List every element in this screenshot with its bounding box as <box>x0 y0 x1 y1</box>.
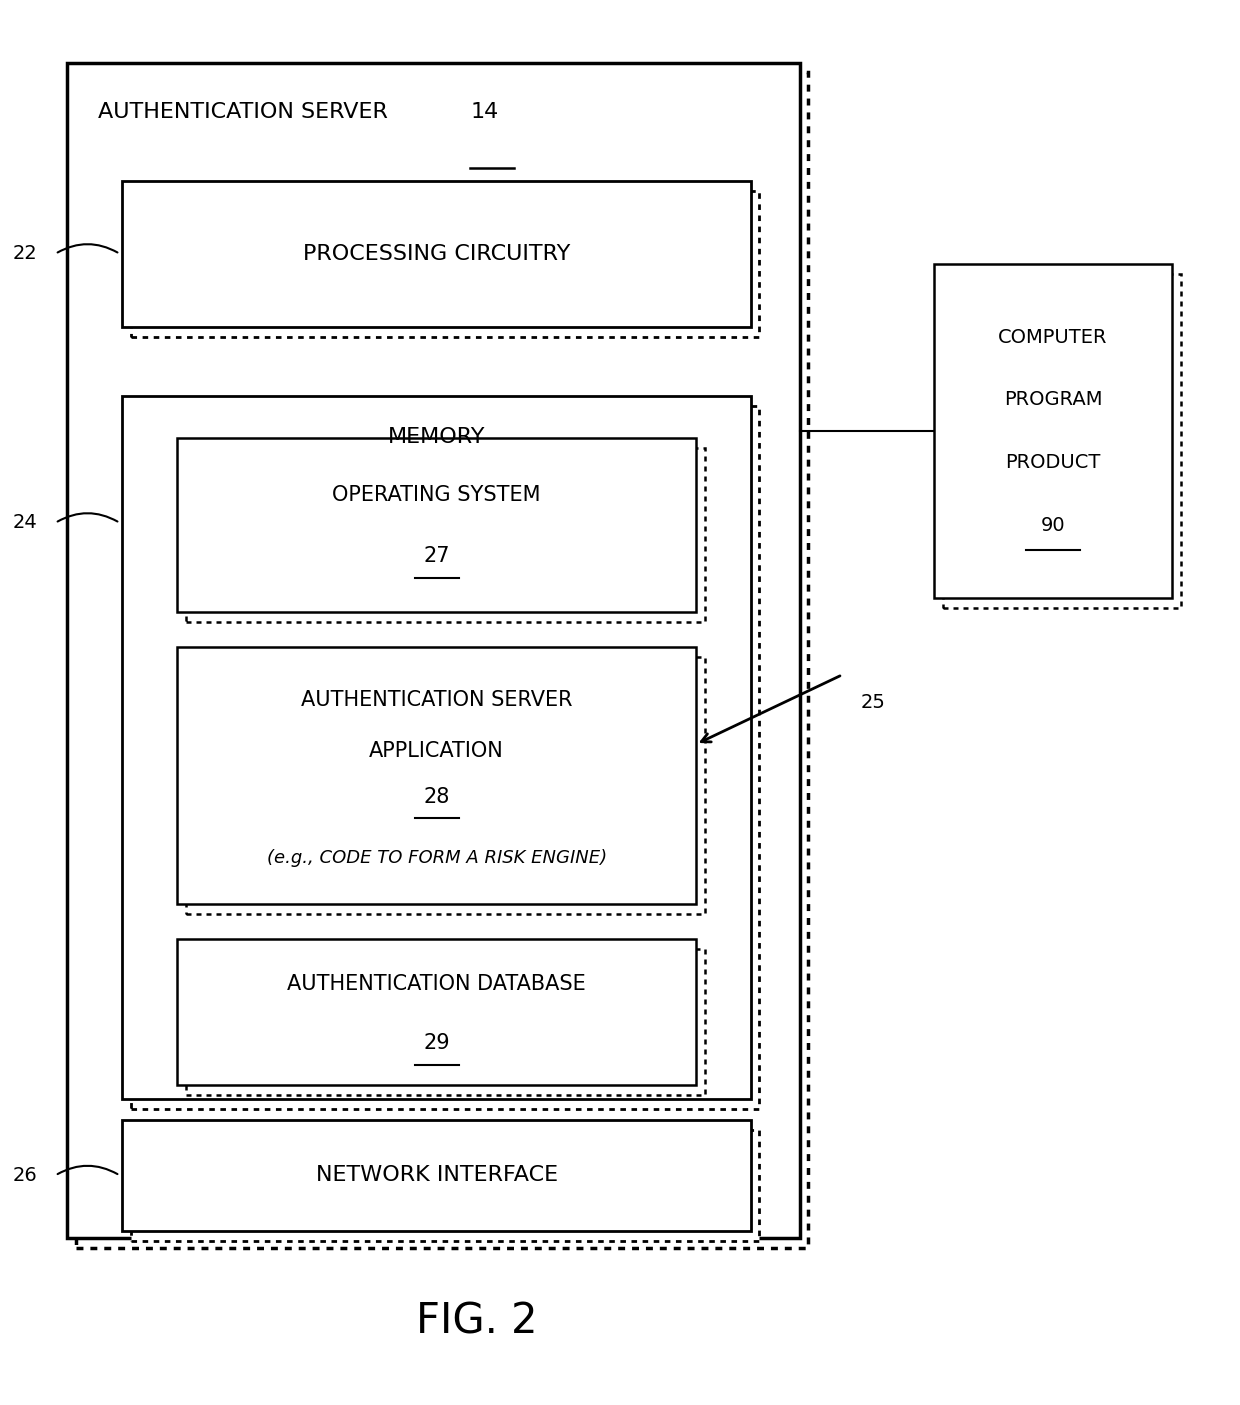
Text: PROGRAM: PROGRAM <box>1003 391 1102 409</box>
Text: AUTHENTICATION SERVER: AUTHENTICATION SERVER <box>98 101 388 122</box>
Text: 25: 25 <box>861 693 885 712</box>
Text: 28: 28 <box>423 787 450 806</box>
Bar <box>131 406 759 1109</box>
Text: AUTHENTICATION DATABASE: AUTHENTICATION DATABASE <box>288 974 587 995</box>
Text: COMPUTER: COMPUTER <box>998 327 1107 347</box>
Bar <box>123 1120 751 1231</box>
Bar <box>942 274 1180 608</box>
Text: APPLICATION: APPLICATION <box>370 742 503 762</box>
Text: 29: 29 <box>423 1033 450 1052</box>
Text: 24: 24 <box>12 513 37 532</box>
Text: PROCESSING CIRCUITRY: PROCESSING CIRCUITRY <box>303 244 570 264</box>
Text: 27: 27 <box>423 545 450 566</box>
Bar <box>177 646 696 905</box>
Text: PRODUCT: PRODUCT <box>1006 452 1101 472</box>
Bar <box>131 191 759 337</box>
Text: 26: 26 <box>12 1166 37 1184</box>
Text: OPERATING SYSTEM: OPERATING SYSTEM <box>332 485 541 504</box>
Text: 22: 22 <box>12 244 37 263</box>
Bar <box>123 396 751 1099</box>
Text: (e.g., CODE TO FORM A RISK ENGINE): (e.g., CODE TO FORM A RISK ENGINE) <box>267 849 606 867</box>
Bar <box>131 1130 759 1241</box>
Bar <box>123 181 751 327</box>
Bar <box>934 264 1172 599</box>
Bar <box>186 448 704 622</box>
Text: FIG. 2: FIG. 2 <box>415 1301 537 1343</box>
Bar <box>177 438 696 613</box>
Text: 90: 90 <box>1040 516 1065 535</box>
Text: MEMORY: MEMORY <box>388 427 485 447</box>
Bar <box>76 72 808 1248</box>
Text: AUTHENTICATION SERVER: AUTHENTICATION SERVER <box>301 690 573 710</box>
Bar <box>186 948 704 1094</box>
Bar <box>67 63 800 1238</box>
Bar <box>177 939 696 1085</box>
Bar <box>186 656 704 913</box>
Text: 14: 14 <box>470 101 498 122</box>
Text: NETWORK INTERFACE: NETWORK INTERFACE <box>315 1166 558 1186</box>
